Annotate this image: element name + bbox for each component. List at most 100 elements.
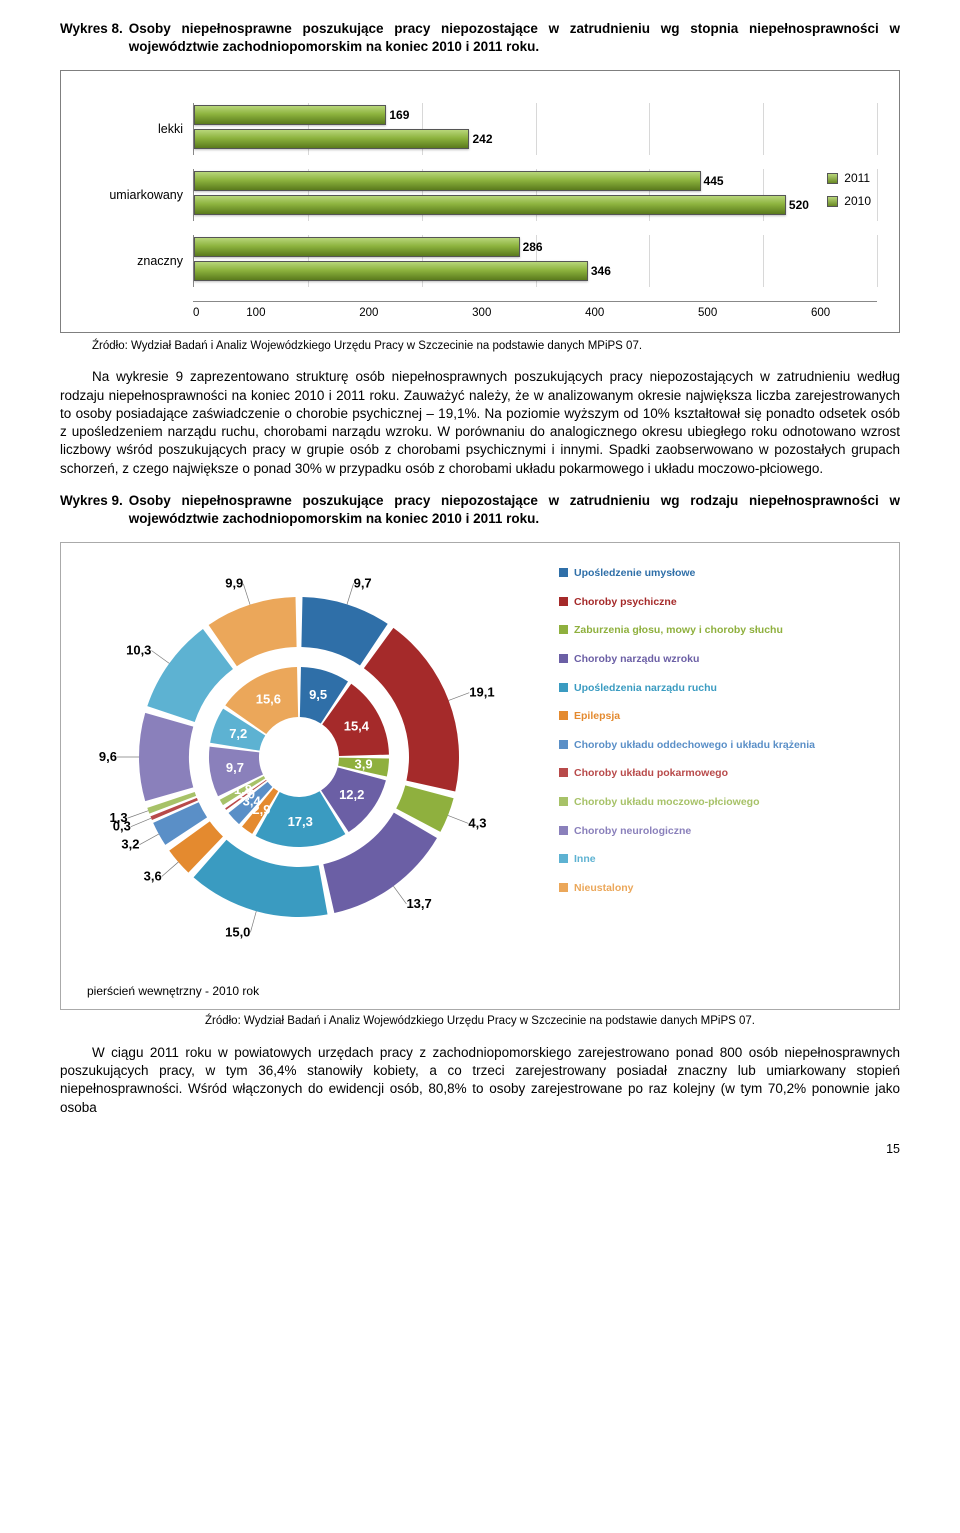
legend-swatch-icon	[559, 768, 568, 777]
legend-swatch-icon	[559, 826, 568, 835]
leader-line	[128, 811, 149, 818]
bar-value-label: 242	[468, 131, 492, 147]
leader-line	[140, 834, 159, 845]
donut-legend-item: Choroby układu moczowo-płciowego	[559, 796, 887, 809]
page-number: 15	[60, 1141, 900, 1158]
bar-category-label: lekki	[83, 121, 193, 138]
outer-slice-label: 4,3	[468, 816, 486, 831]
source-wykres9: Źródło: Wydział Badań i Analiz Wojewódzk…	[60, 1014, 900, 1030]
legend-swatch-icon	[559, 854, 568, 863]
legend-label: Upośledzenia narządu ruchu	[574, 682, 717, 695]
donut-legend-item: Choroby neurologiczne	[559, 825, 887, 838]
legend-label: Choroby neurologiczne	[574, 825, 691, 838]
leader-line	[131, 818, 151, 826]
bar-category-label: znaczny	[83, 253, 193, 270]
bar-plot-area: 169 242	[193, 103, 877, 155]
bar-value-label: 445	[700, 173, 724, 189]
leader-line	[448, 816, 468, 824]
legend-swatch-icon	[559, 654, 568, 663]
bar: 242	[194, 129, 469, 149]
donut-legend-item: Epilepsja	[559, 710, 887, 723]
wykres9-title: Osoby niepełnosprawne poszukujące pracy …	[129, 492, 900, 528]
legend-swatch-icon	[559, 883, 568, 892]
donut-legend: Upośledzenie umysłoweChoroby psychiczneZ…	[549, 557, 891, 977]
outer-slice-label: 1,3	[109, 810, 127, 825]
donut-slice	[147, 629, 233, 722]
body-paragraph-2: W ciągu 2011 roku w powiatowych urzędach…	[60, 1044, 900, 1117]
bar-value-label: 346	[587, 263, 611, 279]
inner-slice-label: 9,7	[226, 760, 244, 775]
donut-legend-item: Nieustalony	[559, 882, 887, 895]
inner-slice-label: 9,5	[309, 687, 327, 702]
body-paragraph-1: Na wykresie 9 zaprezentowano strukturę o…	[60, 368, 900, 477]
donut-legend-item: Choroby układu oddechowego i układu krąż…	[559, 739, 887, 752]
donut-slice	[194, 840, 328, 917]
legend-label: Choroby psychiczne	[574, 596, 677, 609]
donut-chart: 9,515,43,912,217,32,93,41,01,89,77,215,6…	[69, 557, 549, 977]
legend-label: Choroby układu moczowo-płciowego	[574, 796, 760, 809]
xaxis-tick: 400	[538, 306, 651, 322]
leader-line	[162, 862, 179, 876]
legend-label: Choroby układu pokarmowego	[574, 767, 728, 780]
bar-xaxis: 0100200300400500600	[193, 301, 877, 322]
xaxis-tick: 100	[199, 306, 312, 322]
outer-slice-label: 9,6	[99, 749, 117, 764]
bar: 169	[194, 105, 386, 125]
bar: 445	[194, 171, 701, 191]
bar-value-label: 169	[385, 107, 409, 123]
xaxis-tick: 600	[764, 306, 877, 322]
wykres9-header: Wykres 9. Osoby niepełnosprawne poszukuj…	[60, 492, 900, 528]
donut-chart-box: 9,515,43,912,217,32,93,41,01,89,77,215,6…	[60, 542, 900, 1010]
bar-value-label: 520	[785, 197, 809, 213]
bar-category-label: umiarkowany	[83, 187, 193, 204]
legend-label: Choroby narządu wzroku	[574, 653, 699, 666]
legend-swatch-icon	[559, 740, 568, 749]
donut-slice	[139, 713, 193, 801]
legend-swatch-icon	[559, 597, 568, 606]
legend-label: Inne	[574, 853, 596, 866]
legend-label: Epilepsja	[574, 710, 620, 723]
leader-line	[151, 651, 169, 664]
legend-swatch-icon	[559, 568, 568, 577]
outer-slice-label: 13,7	[406, 896, 431, 911]
xaxis-tick: 200	[312, 306, 425, 322]
outer-slice-label: 10,3	[126, 643, 151, 658]
donut-legend-item: Upośledzenia narządu ruchu	[559, 682, 887, 695]
bar-row: umiarkowany445520	[83, 169, 877, 221]
donut-legend-item: Choroby psychiczne	[559, 596, 887, 609]
donut-legend-item: Choroby układu pokarmowego	[559, 767, 887, 780]
inner-slice-label: 17,3	[288, 814, 313, 829]
donut-legend-item: Choroby narządu wzroku	[559, 653, 887, 666]
bar: 346	[194, 261, 588, 281]
donut-legend-item: Upośledzenie umysłowe	[559, 567, 887, 580]
donut-caption: pierścień wewnętrzny - 2010 rok	[69, 977, 891, 999]
outer-slice-label: 19,1	[469, 685, 494, 700]
outer-slice-label: 3,2	[121, 837, 139, 852]
leader-line	[250, 911, 256, 932]
legend-label: Nieustalony	[574, 882, 634, 895]
bar-row: lekki169242	[83, 103, 877, 155]
legend-swatch-icon	[559, 683, 568, 692]
xaxis-tick: 500	[651, 306, 764, 322]
wykres8-title: Osoby niepełnosprawne poszukujące pracy …	[129, 20, 900, 56]
bar-value-label: 286	[519, 239, 543, 255]
wykres8-header: Wykres 8. Osoby niepełnosprawne poszukuj…	[60, 20, 900, 56]
inner-slice-label: 15,6	[256, 692, 281, 707]
legend-swatch-icon	[559, 625, 568, 634]
legend-swatch-icon	[559, 711, 568, 720]
bar-chart: 2011 2010 lekki169242umiarkowany445520zn…	[60, 70, 900, 333]
outer-slice-label: 3,6	[144, 869, 162, 884]
bar-row: znaczny 286 346	[83, 235, 877, 287]
outer-slice-label: 9,7	[354, 576, 372, 591]
legend-label: Upośledzenie umysłowe	[574, 567, 695, 580]
legend-label: Choroby układu oddechowego i układu krąż…	[574, 739, 815, 752]
wykres9-label: Wykres 9.	[60, 492, 129, 528]
legend-swatch-icon	[559, 797, 568, 806]
inner-slice-label: 3,9	[355, 757, 373, 772]
source-wykres8: Źródło: Wydział Badań i Analiz Wojewódzk…	[60, 339, 900, 355]
bar-plot-area: 445 520	[193, 169, 877, 221]
inner-slice-label: 12,2	[339, 787, 364, 802]
leader-line	[243, 584, 250, 605]
bar: 520	[194, 195, 786, 215]
inner-slice-label: 7,2	[229, 726, 247, 741]
